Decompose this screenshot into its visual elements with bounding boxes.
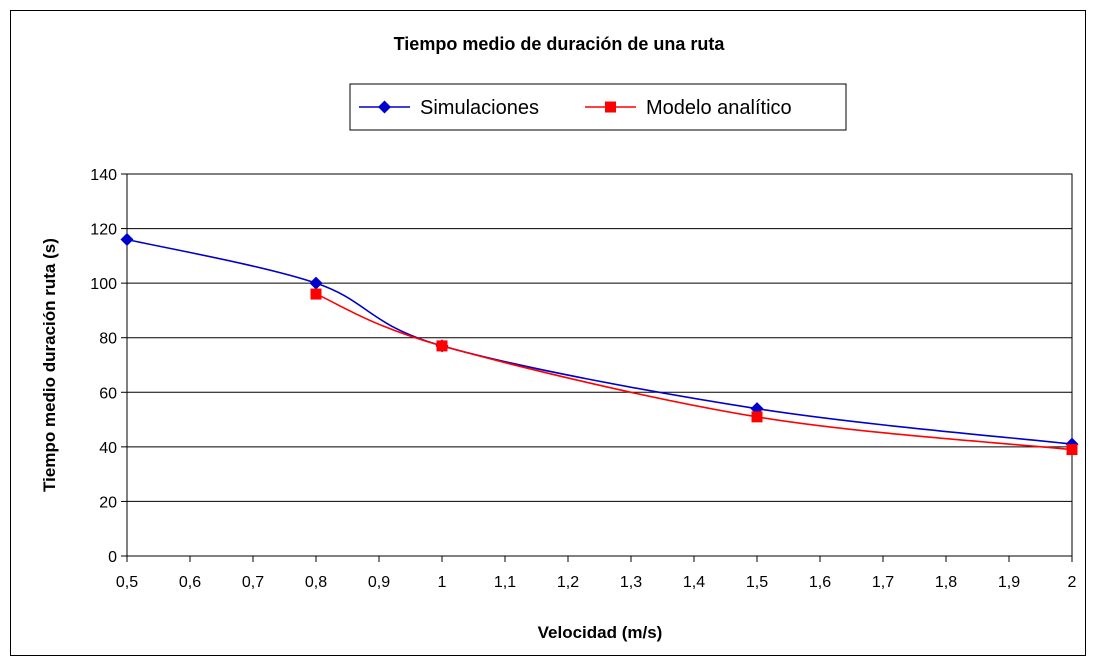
x-tick-label: 0,9 <box>368 574 390 591</box>
legend-marker-modelo <box>605 102 616 113</box>
x-tick-label: 1,6 <box>809 574 831 591</box>
chart-title: Tiempo medio de duración de una ruta <box>394 34 726 54</box>
legend: Simulaciones Modelo analítico <box>350 84 846 130</box>
y-tick-label: 80 <box>99 331 117 348</box>
y-tick-label: 0 <box>108 549 117 566</box>
x-tick-label: 0,6 <box>179 574 201 591</box>
data-point <box>311 289 322 300</box>
series-line-0 <box>127 239 1072 444</box>
y-tick-label: 60 <box>99 385 117 402</box>
x-tick-label: 0,5 <box>116 574 138 591</box>
series <box>121 233 1079 455</box>
legend-label-simulaciones: Simulaciones <box>420 97 539 119</box>
y-tick-label: 120 <box>90 222 117 239</box>
y-tick-label: 100 <box>90 276 117 293</box>
y-tick-label: 40 <box>99 440 117 457</box>
data-point <box>437 340 448 351</box>
x-tick-label: 1,9 <box>998 574 1020 591</box>
x-tick-label: 1 <box>438 574 447 591</box>
series-line-1 <box>316 294 1072 450</box>
data-point <box>310 277 323 290</box>
data-point <box>752 411 763 422</box>
x-tick-label: 0,7 <box>242 574 264 591</box>
x-tick-label: 1,3 <box>620 574 642 591</box>
data-point <box>121 233 134 246</box>
x-tick-label: 1,7 <box>872 574 894 591</box>
axes <box>121 174 1072 562</box>
data-point <box>1067 444 1078 455</box>
y-tick-label: 140 <box>90 167 117 184</box>
x-tick-label: 1,4 <box>683 574 705 591</box>
x-tick-label: 1,2 <box>557 574 579 591</box>
tick-labels: 0 20 40 60 80 100 120 140 0,5 0,6 0,7 0,8 0,9 1 1,1 1,2… <box>90 167 1076 591</box>
legend-label-modelo: Modelo analítico <box>646 97 792 119</box>
x-tick-label: 2 <box>1068 574 1077 591</box>
plot-area <box>127 174 1072 556</box>
y-tick-label: 20 <box>99 494 117 511</box>
x-tick-label: 0,8 <box>305 574 327 591</box>
x-tick-label: 1,8 <box>935 574 957 591</box>
y-axis-title: Tiempo medio duración ruta (s) <box>40 238 59 492</box>
x-tick-label: 1,1 <box>494 574 516 591</box>
x-axis-title: Velocidad (m/s) <box>538 623 663 642</box>
x-tick-label: 1,5 <box>746 574 768 591</box>
